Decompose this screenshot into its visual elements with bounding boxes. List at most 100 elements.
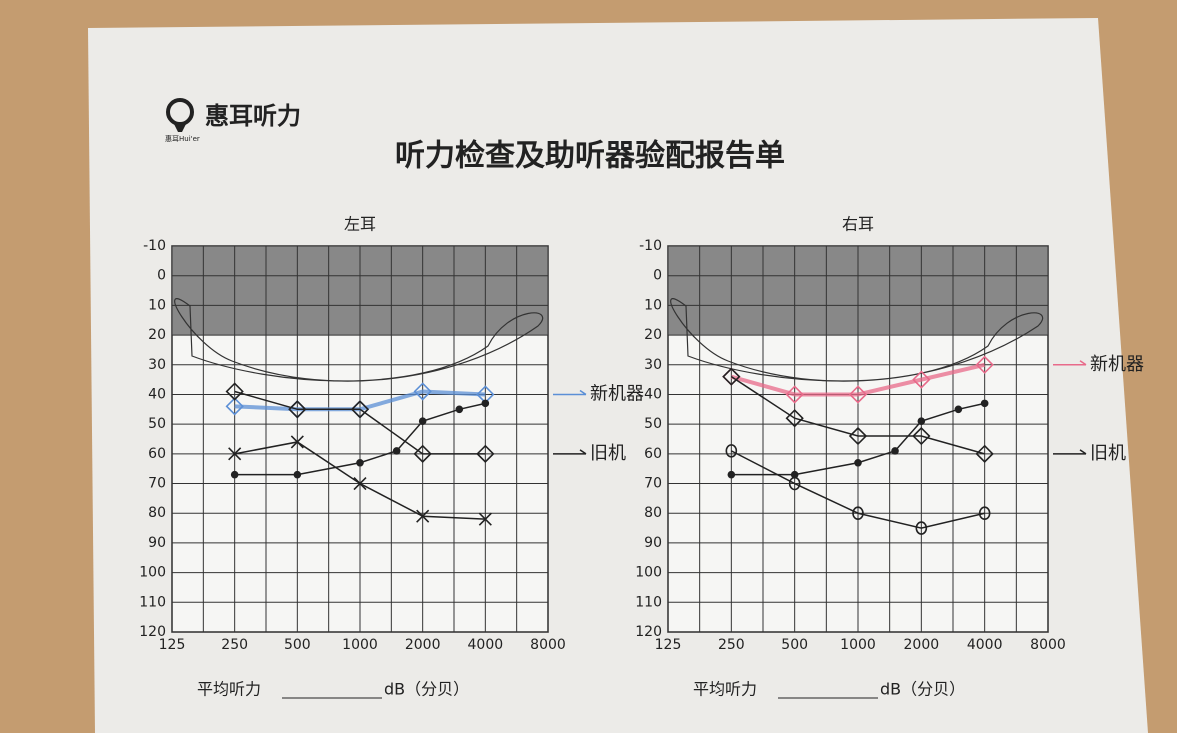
x-marker xyxy=(290,435,304,449)
dot-marker xyxy=(917,417,926,425)
y-tick-label: -10 xyxy=(639,238,662,254)
x-tick-label: 250 xyxy=(221,637,248,653)
series-line xyxy=(730,376,985,455)
report-title: 听力检查及助听器验配报告单 xyxy=(395,139,785,174)
dot-marker xyxy=(230,470,239,479)
diamond-marker xyxy=(975,444,994,463)
x-tick-label: 8000 xyxy=(530,637,566,653)
y-tick-label: 110 xyxy=(139,594,166,610)
dot-marker xyxy=(481,399,490,408)
y-tick-label: 20 xyxy=(644,327,662,343)
brand: 惠耳听力 xyxy=(205,102,301,130)
series-line xyxy=(730,362,986,397)
y-tick-label: 70 xyxy=(148,476,166,492)
dot-marker xyxy=(854,458,862,467)
chart-title: 左耳 xyxy=(344,215,376,234)
x-marker xyxy=(228,447,242,461)
y-tick-label: 40 xyxy=(644,386,662,402)
dot-marker xyxy=(727,470,736,479)
y-tick-label: 40 xyxy=(148,386,166,402)
diamond-marker xyxy=(848,426,868,446)
diamond-marker xyxy=(912,426,931,446)
y-tick-label: 110 xyxy=(635,594,662,610)
y-tick-label: 70 xyxy=(644,476,662,492)
x-tick-label: 2000 xyxy=(904,637,940,653)
y-tick-label: 30 xyxy=(148,357,166,373)
y-tick-label: 30 xyxy=(644,357,662,373)
diamond-marker xyxy=(225,397,244,416)
x-tick-label: 250 xyxy=(718,637,745,653)
o-marker xyxy=(978,506,991,521)
dot-marker xyxy=(891,447,899,455)
y-tick-label: 120 xyxy=(139,624,166,640)
legend-label: 旧机 xyxy=(590,443,626,464)
annotation-arrow xyxy=(553,389,587,396)
y-tick-label: 60 xyxy=(148,446,166,462)
x-tick-label: 4000 xyxy=(967,637,1003,653)
diamond-marker xyxy=(912,370,931,389)
footer-unit: dB（分贝） xyxy=(384,680,469,699)
y-tick-label: 100 xyxy=(635,565,662,581)
y-tick-label: 100 xyxy=(139,565,166,581)
y-tick-label: 60 xyxy=(644,446,662,462)
series-line xyxy=(730,450,985,529)
y-tick-label: 50 xyxy=(148,416,166,432)
dot-marker xyxy=(790,470,799,479)
dot-marker xyxy=(293,470,302,479)
legend-label: 新机器 xyxy=(1090,354,1144,375)
y-tick-label: 20 xyxy=(148,327,166,343)
y-tick-label: 120 xyxy=(635,624,662,640)
y-tick-label: 10 xyxy=(148,297,166,313)
x-tick-label: 1000 xyxy=(840,637,876,653)
diamond-marker xyxy=(413,382,432,401)
footer-label: 平均听力 xyxy=(197,680,261,699)
speech-banana xyxy=(670,298,1044,382)
y-tick-label: 50 xyxy=(644,416,662,432)
dot-marker xyxy=(455,405,464,414)
dot-marker xyxy=(980,399,989,408)
logo xyxy=(166,98,194,132)
y-tick-label: 90 xyxy=(148,535,166,551)
y-tick-label: 10 xyxy=(644,297,662,313)
x-tick-label: 1000 xyxy=(342,637,378,653)
o-marker xyxy=(915,521,928,535)
annotation-arrow xyxy=(553,449,587,455)
o-marker xyxy=(725,444,738,458)
diamond-marker xyxy=(476,444,495,463)
x-tick-label: 125 xyxy=(655,637,682,653)
speech-banana xyxy=(174,298,544,382)
diamond-marker xyxy=(785,409,804,428)
brand-sub: 惠耳Hui'er xyxy=(165,134,200,143)
x-marker xyxy=(353,476,367,491)
dot-marker xyxy=(418,417,427,425)
y-tick-label: -10 xyxy=(143,238,166,254)
y-tick-label: 90 xyxy=(644,535,662,551)
y-tick-label: 0 xyxy=(653,268,662,284)
x-tick-label: 4000 xyxy=(468,637,504,653)
diamond-marker xyxy=(225,382,244,401)
footer-label: 平均听力 xyxy=(693,680,757,699)
diamond-marker xyxy=(785,385,804,404)
x-tick-label: 2000 xyxy=(405,637,441,653)
annotation-arrow xyxy=(1053,360,1087,366)
legend-label: 新机器 xyxy=(590,383,644,404)
o-marker xyxy=(852,506,864,521)
diamond-marker xyxy=(350,400,370,419)
x-marker xyxy=(416,509,430,523)
dot-marker xyxy=(392,447,401,455)
y-tick-label: 0 xyxy=(157,268,166,284)
x-tick-label: 500 xyxy=(284,637,311,653)
series-line xyxy=(234,390,486,455)
diamond-marker xyxy=(288,400,307,419)
legend-label: 旧机 xyxy=(1090,443,1126,464)
annotation-arrow xyxy=(1053,449,1087,455)
footer-unit: dB（分贝） xyxy=(880,680,965,699)
dot-marker xyxy=(356,458,364,467)
diamond-marker xyxy=(413,444,432,463)
diamond-marker xyxy=(975,355,994,374)
chart-title: 右耳 xyxy=(842,215,874,234)
dot-marker xyxy=(954,405,963,414)
x-marker xyxy=(478,512,492,526)
